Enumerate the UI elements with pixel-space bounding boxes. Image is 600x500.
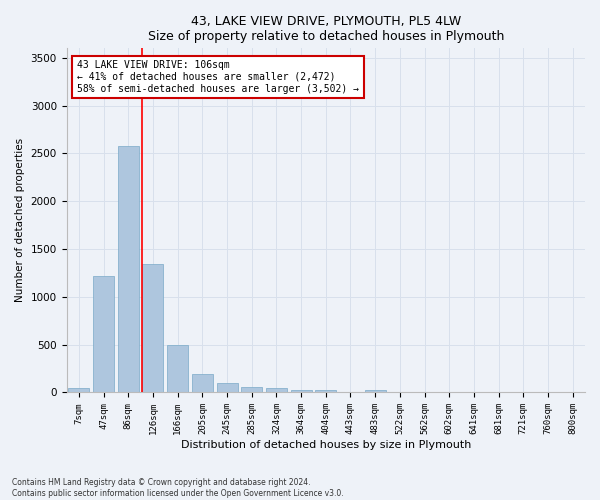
Bar [365, 390, 386, 392]
Title: 43, LAKE VIEW DRIVE, PLYMOUTH, PL5 4LW
Size of property relative to detached hou: 43, LAKE VIEW DRIVE, PLYMOUTH, PL5 4LW S… [148, 15, 504, 43]
Bar [290, 390, 311, 392]
Bar [68, 388, 89, 392]
Bar [192, 374, 213, 392]
Text: Contains HM Land Registry data © Crown copyright and database right 2024.
Contai: Contains HM Land Registry data © Crown c… [12, 478, 344, 498]
Bar [266, 388, 287, 392]
Y-axis label: Number of detached properties: Number of detached properties [15, 138, 25, 302]
Bar [118, 146, 139, 392]
X-axis label: Distribution of detached houses by size in Plymouth: Distribution of detached houses by size … [181, 440, 471, 450]
Bar [241, 387, 262, 392]
Bar [217, 383, 238, 392]
Bar [142, 264, 163, 392]
Bar [93, 276, 114, 392]
Bar [167, 344, 188, 393]
Bar [315, 390, 336, 392]
Text: 43 LAKE VIEW DRIVE: 106sqm
← 41% of detached houses are smaller (2,472)
58% of s: 43 LAKE VIEW DRIVE: 106sqm ← 41% of deta… [77, 60, 359, 94]
